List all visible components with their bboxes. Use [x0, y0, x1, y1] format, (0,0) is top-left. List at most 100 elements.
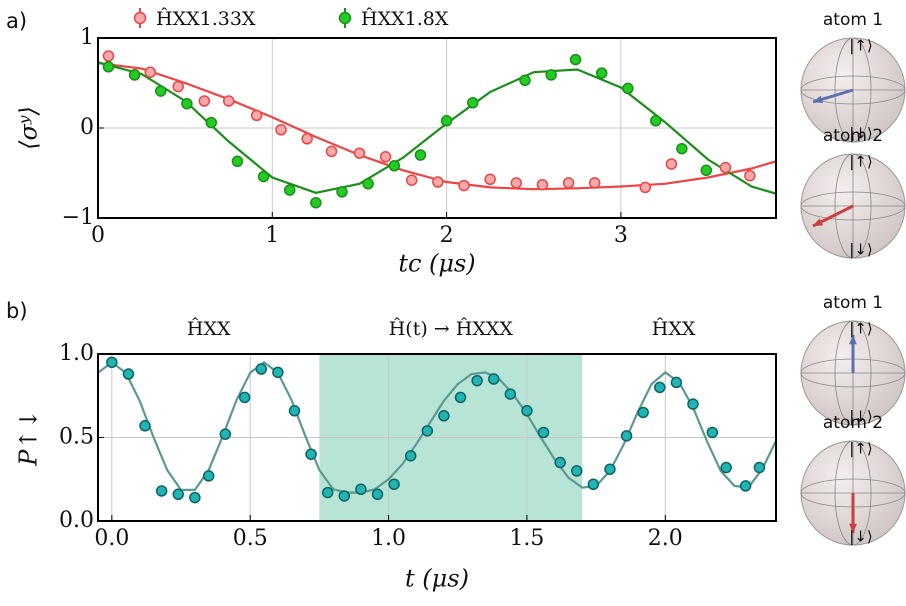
data-point [325, 145, 338, 158]
data-point [102, 50, 115, 62]
data-point [554, 456, 566, 469]
annotation: ĤXX [187, 317, 231, 340]
y-tick-label: 0.0 [59, 508, 94, 533]
data-point [484, 173, 496, 186]
data-point [571, 465, 583, 477]
fit-line [98, 361, 776, 494]
state-label: |↓⟩ [849, 241, 872, 259]
state-label: |↑⟩ [849, 153, 872, 171]
panel-label: a) [6, 9, 27, 33]
data-point [454, 391, 467, 404]
data-point [687, 398, 699, 410]
data-point [700, 164, 713, 177]
data-point [676, 142, 688, 155]
data-point [471, 374, 483, 387]
x-tick-label: 1.0 [371, 526, 406, 551]
data-point [172, 488, 185, 501]
data-point [665, 158, 678, 170]
data-point [139, 420, 151, 432]
data-point [536, 178, 549, 191]
fit-line [98, 62, 776, 191]
annotation: Ĥ(t) → ĤXXX [389, 317, 514, 340]
y-tick-label: 0.5 [59, 425, 94, 450]
data-point [321, 486, 334, 499]
data-point [739, 480, 752, 492]
data-point [250, 109, 263, 122]
arrow-head [849, 335, 857, 345]
data-point [719, 161, 732, 174]
data-point [238, 391, 251, 404]
data-point [466, 97, 479, 109]
annotation: ĤXX [652, 317, 696, 340]
data-point [510, 177, 523, 189]
data-point [222, 95, 235, 107]
legend-label: ĤXX1.33X [156, 7, 256, 30]
state-label: |↓⟩ [849, 408, 872, 426]
sphere-label: atom 1 [823, 293, 883, 313]
data-point [744, 169, 756, 182]
data-point [562, 177, 575, 189]
arrow-head [813, 95, 823, 104]
data-point [353, 147, 366, 159]
data-point [272, 366, 284, 379]
y-tick-label: 1 [80, 25, 94, 50]
data-point [379, 151, 392, 163]
data-point [122, 368, 135, 380]
data-point [231, 155, 244, 168]
data-point [720, 461, 732, 474]
data-point [338, 490, 351, 502]
data-point [181, 97, 193, 110]
data-point [283, 184, 296, 196]
data-point [637, 406, 649, 419]
data-point [649, 115, 662, 127]
arrow-head [849, 523, 857, 533]
legend-marker [338, 11, 352, 25]
sphere-label: atom 1 [823, 10, 883, 30]
data-point [404, 450, 417, 462]
data-point [102, 61, 115, 73]
sphere-label: atom 2 [823, 126, 883, 146]
data-point [106, 356, 118, 369]
state-label: |↑⟩ [849, 37, 872, 55]
y-axis-label: ⟨σʸ⟩ [15, 106, 43, 150]
data-point [521, 405, 533, 417]
data-point [288, 405, 301, 417]
data-point [569, 53, 582, 66]
data-point [388, 478, 400, 491]
data-point [189, 491, 201, 504]
data-point [405, 174, 418, 186]
panel-label: b) [6, 299, 28, 323]
x-tick-label: 3 [614, 223, 628, 248]
data-point [371, 488, 384, 501]
data-point [706, 426, 719, 439]
data-point [362, 178, 374, 190]
data-point [537, 426, 550, 439]
x-axis-label: tc (μs) [398, 250, 475, 278]
data-point [128, 69, 141, 81]
data-point [421, 425, 434, 437]
x-tick-label: 2.0 [648, 526, 683, 551]
sphere-label: atom 2 [823, 413, 883, 433]
y-tick-label: −1 [62, 205, 94, 230]
data-point [336, 186, 348, 198]
data-point [205, 116, 218, 129]
x-tick-label: 0.0 [94, 526, 129, 551]
data-point [620, 430, 633, 442]
data-point [753, 461, 766, 474]
data-point [670, 376, 683, 389]
data-point [604, 463, 616, 475]
data-point [388, 160, 401, 172]
y-axis-label: P↑↓ [15, 409, 43, 466]
y-tick-label: 0 [80, 115, 94, 140]
data-point [519, 74, 531, 87]
data-point [545, 69, 557, 81]
data-point [588, 177, 601, 189]
data-point [355, 483, 367, 496]
x-tick-label: 1.5 [509, 526, 544, 551]
data-point [154, 85, 167, 97]
data-point [414, 149, 427, 161]
data-point [257, 170, 270, 183]
data-point [487, 373, 500, 385]
data-point [504, 388, 517, 400]
y-tick-label: 1.0 [59, 341, 94, 366]
